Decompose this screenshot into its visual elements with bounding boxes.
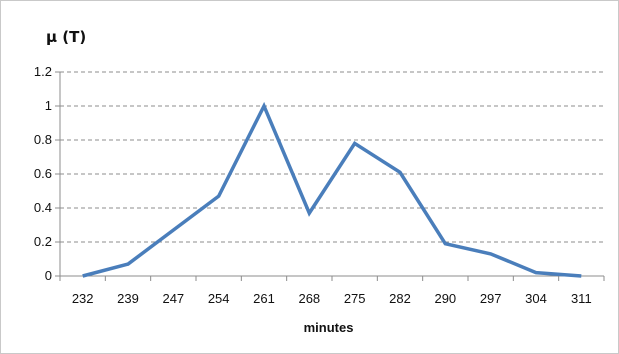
x-tick-label: 304 bbox=[525, 291, 547, 306]
y-tick-label: 0.6 bbox=[34, 166, 52, 181]
x-tick-label: 290 bbox=[434, 291, 456, 306]
y-tick-label: 0.2 bbox=[34, 234, 52, 249]
y-tick-label: 0 bbox=[45, 268, 52, 283]
y-tick-label: 1.2 bbox=[34, 64, 52, 79]
y-tick-label: 1 bbox=[45, 98, 52, 113]
y-tick-label: 0.8 bbox=[34, 132, 52, 147]
x-tick-label: 239 bbox=[117, 291, 139, 306]
x-tick-label: 261 bbox=[253, 291, 275, 306]
x-tick-label: 268 bbox=[298, 291, 320, 306]
y-axis-label: μ (T) bbox=[46, 28, 87, 46]
x-axis-label: minutes bbox=[303, 320, 354, 335]
x-tick-label: 297 bbox=[480, 291, 502, 306]
x-tick-label: 254 bbox=[208, 291, 230, 306]
x-tick-label: 232 bbox=[72, 291, 94, 306]
x-tick-label: 282 bbox=[389, 291, 411, 306]
x-tick-label: 311 bbox=[571, 291, 592, 306]
series-line-0 bbox=[82, 101, 582, 278]
x-tick-label: 247 bbox=[162, 291, 184, 306]
y-tick-label: 0.4 bbox=[34, 200, 52, 215]
x-tick-label: 275 bbox=[344, 291, 366, 306]
